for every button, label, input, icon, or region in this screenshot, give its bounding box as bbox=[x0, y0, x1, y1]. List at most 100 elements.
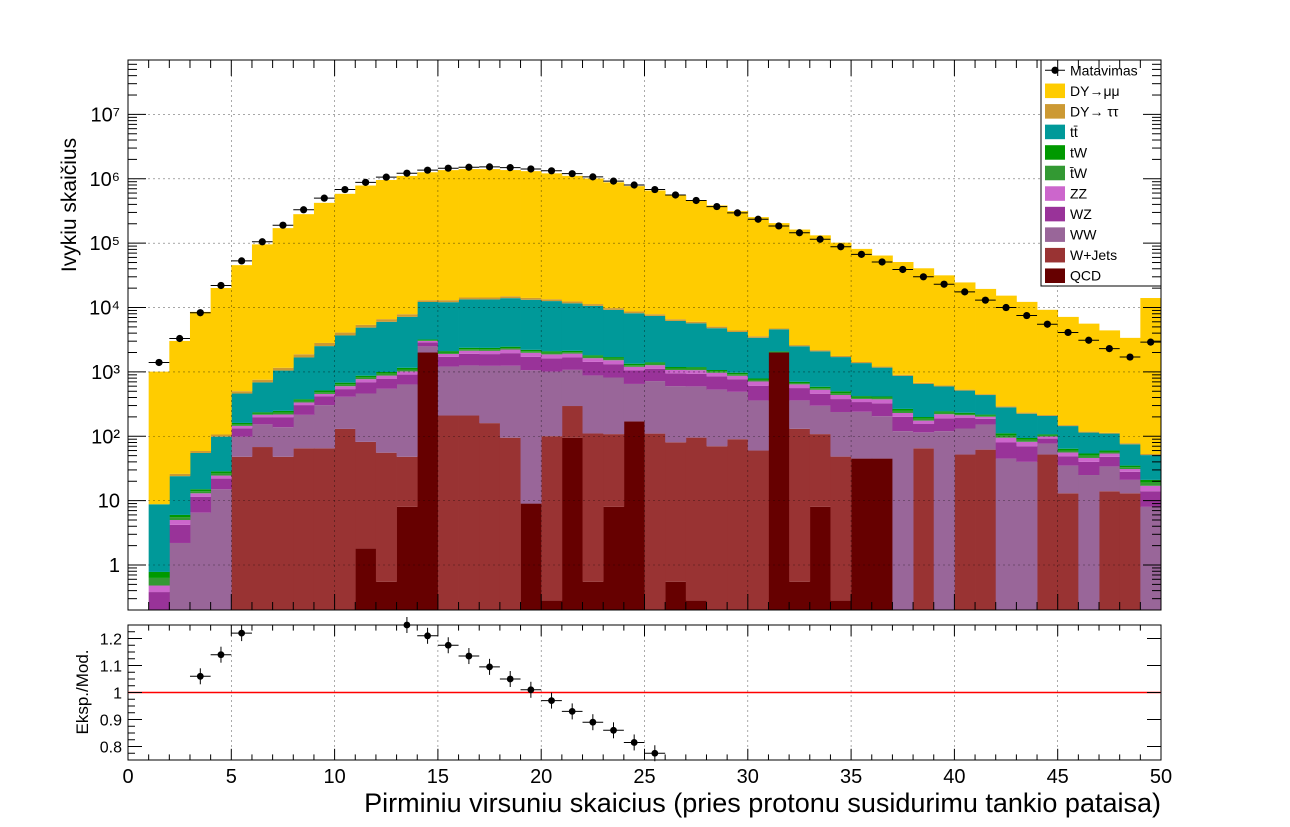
bar bbox=[851, 397, 873, 399]
bar bbox=[851, 411, 873, 459]
bar bbox=[231, 393, 253, 423]
bar bbox=[789, 381, 811, 384]
bar bbox=[313, 342, 335, 347]
bar bbox=[975, 424, 997, 450]
bar bbox=[1099, 456, 1121, 467]
legend-label: tt̄ bbox=[1070, 124, 1078, 140]
bar bbox=[582, 305, 604, 356]
data-point bbox=[527, 165, 535, 173]
data-point bbox=[878, 258, 886, 266]
data-point bbox=[713, 202, 721, 211]
bar bbox=[706, 446, 728, 610]
data-point bbox=[816, 235, 824, 243]
bar bbox=[789, 388, 811, 401]
bar bbox=[437, 300, 459, 303]
bar bbox=[1119, 444, 1141, 466]
legend-entry: W+Jets bbox=[1045, 247, 1117, 263]
bar bbox=[975, 288, 997, 395]
legend-swatch bbox=[1045, 165, 1065, 181]
data-point bbox=[1002, 303, 1010, 312]
bar bbox=[541, 600, 563, 610]
bar bbox=[892, 431, 914, 610]
bar bbox=[809, 389, 831, 394]
series-7 bbox=[148, 298, 1162, 572]
legend-entry: WW bbox=[1045, 227, 1097, 243]
bar bbox=[1057, 450, 1079, 453]
bar bbox=[561, 175, 583, 302]
bar bbox=[747, 336, 769, 338]
bar bbox=[809, 393, 831, 406]
bar bbox=[975, 418, 997, 425]
bar bbox=[293, 354, 315, 358]
bar bbox=[210, 471, 232, 474]
bar bbox=[251, 414, 274, 418]
bar bbox=[437, 351, 459, 353]
bar bbox=[644, 381, 666, 434]
bar bbox=[334, 386, 356, 390]
bar bbox=[437, 366, 459, 416]
bar bbox=[272, 427, 294, 457]
bar bbox=[623, 363, 645, 366]
bar bbox=[437, 415, 459, 610]
bar bbox=[747, 379, 769, 382]
bar bbox=[1057, 493, 1079, 610]
bar bbox=[1037, 454, 1059, 610]
bar bbox=[334, 396, 356, 429]
bar bbox=[1140, 479, 1162, 483]
bar bbox=[210, 489, 232, 610]
bar bbox=[561, 301, 583, 304]
bar bbox=[665, 373, 687, 387]
bar bbox=[727, 379, 749, 392]
legend-entry: DY→ ττ bbox=[1045, 103, 1119, 119]
bar bbox=[355, 375, 377, 378]
bar bbox=[499, 170, 521, 297]
bar bbox=[933, 414, 955, 419]
ratio-y-tick-label: 1.1 bbox=[100, 659, 122, 676]
bar bbox=[293, 399, 315, 401]
main-pad-frame bbox=[127, 59, 1162, 760]
ratio-point bbox=[196, 672, 204, 680]
x-tick-label: 15 bbox=[427, 766, 449, 788]
x-tick-label: 5 bbox=[226, 766, 237, 788]
bar bbox=[685, 386, 707, 438]
bar bbox=[623, 313, 645, 364]
ratio-point bbox=[424, 632, 431, 640]
data-point bbox=[238, 257, 246, 265]
bar bbox=[313, 405, 335, 449]
bar bbox=[851, 396, 873, 398]
bar bbox=[603, 364, 625, 378]
ratio-point bbox=[548, 697, 555, 704]
bar bbox=[706, 371, 728, 373]
bar bbox=[499, 346, 521, 349]
bar bbox=[830, 391, 852, 394]
bar bbox=[913, 268, 935, 383]
legend-swatch bbox=[1045, 145, 1065, 160]
bar bbox=[1057, 316, 1079, 426]
y-tick-label: 10² bbox=[91, 426, 120, 448]
bar bbox=[251, 447, 274, 610]
bar bbox=[851, 361, 873, 364]
bar bbox=[355, 548, 377, 610]
y-tick-label: 10⁷ bbox=[91, 104, 120, 126]
data-point bbox=[1126, 353, 1134, 361]
bar bbox=[417, 346, 439, 353]
bar bbox=[375, 321, 397, 373]
bar bbox=[355, 324, 377, 328]
bar bbox=[706, 205, 728, 327]
bar bbox=[169, 517, 191, 521]
bar bbox=[706, 328, 728, 370]
bar bbox=[1037, 309, 1059, 415]
bar bbox=[541, 173, 563, 300]
bar bbox=[396, 316, 418, 368]
ratio-point bbox=[630, 739, 638, 746]
bar bbox=[665, 581, 687, 610]
bar bbox=[417, 300, 439, 303]
bar bbox=[1078, 461, 1100, 476]
bar bbox=[954, 428, 976, 455]
data-point bbox=[609, 177, 618, 185]
legend-swatch bbox=[1045, 247, 1065, 263]
bar bbox=[458, 350, 480, 354]
data-point bbox=[155, 358, 163, 367]
x-tick-label: 50 bbox=[1150, 766, 1172, 788]
ratio-point bbox=[610, 726, 617, 734]
